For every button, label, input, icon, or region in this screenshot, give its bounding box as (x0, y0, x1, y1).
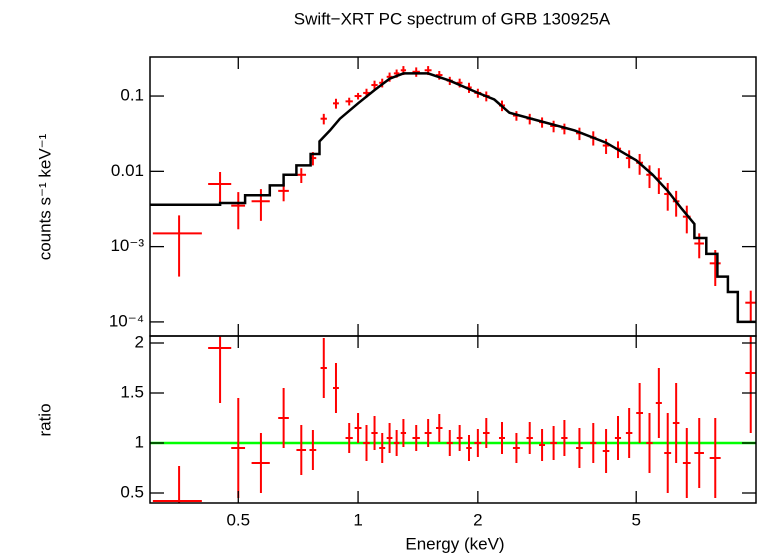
y-tick-label: 1.5 (120, 382, 144, 401)
y-tick-label: 10⁻³ (110, 236, 144, 255)
model-line (150, 72, 756, 324)
x-tick-label: 2 (473, 510, 482, 529)
y-tick-label: 1 (135, 432, 144, 451)
plot-frame (149, 56, 757, 337)
plot-area (150, 336, 756, 503)
x-tick-label: 5 (631, 510, 640, 529)
y-tick-label: 0.5 (120, 482, 144, 501)
x-tick-label: 1 (353, 510, 362, 529)
y-tick-label: 2 (135, 332, 144, 351)
y-axis-label: counts s⁻¹ keV⁻¹ (35, 133, 54, 260)
chart-title: Swift−XRT PC spectrum of GRB 130925A (294, 9, 611, 28)
y-tick-label: 0.01 (111, 161, 144, 180)
plot-area (150, 66, 756, 324)
x-axis-label: Energy (keV) (405, 534, 504, 553)
y-tick-label: 10⁻⁴ (109, 311, 144, 330)
plot-frame (149, 335, 757, 504)
y-tick-label: 0.1 (120, 86, 144, 105)
y-axis-label: ratio (35, 403, 54, 436)
x-tick-label: 0.5 (226, 510, 250, 529)
